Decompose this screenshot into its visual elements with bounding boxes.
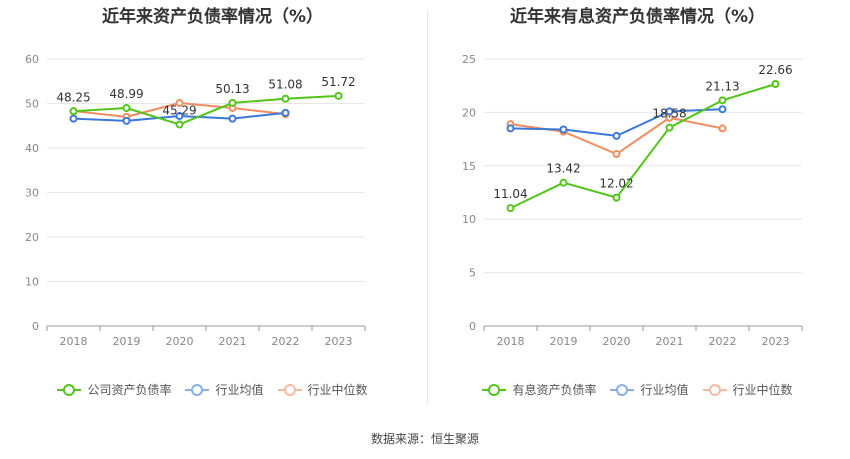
data-point — [718, 96, 727, 105]
legend-label: 行业中位数 — [307, 383, 368, 397]
legend-item[interactable]: 行业均值 — [185, 381, 264, 398]
y-tick-label: 30 — [25, 187, 39, 200]
x-tick-label: 2020 — [603, 335, 631, 348]
y-tick-label: 25 — [462, 53, 476, 66]
x-tick-label: 2020 — [166, 335, 194, 348]
x-tick-label: 2019 — [113, 335, 141, 348]
x-tick-label: 2019 — [550, 335, 578, 348]
y-tick-label: 60 — [25, 53, 39, 66]
data-point — [122, 116, 131, 125]
data-point — [69, 114, 78, 123]
data-point — [281, 94, 290, 103]
data-label: 48.25 — [56, 90, 90, 104]
legend-item[interactable]: 行业均值 — [610, 381, 689, 398]
x-tick-label: 2022 — [272, 335, 300, 348]
data-point — [506, 124, 515, 133]
data-point — [175, 99, 184, 108]
data-label: 45.29 — [162, 103, 196, 117]
data-label: 21.13 — [705, 79, 739, 93]
x-tick-label: 2023 — [762, 335, 790, 348]
data-point — [228, 114, 237, 123]
legend-label: 公司资产负债率 — [87, 383, 172, 397]
legend-swatch-icon — [57, 383, 82, 396]
data-label: 22.66 — [758, 63, 792, 77]
data-point — [175, 111, 184, 120]
x-tick-label: 2021 — [656, 335, 684, 348]
chart-title: 近年来有息资产负债率情况（%） — [509, 7, 766, 27]
legend-label: 行业中位数 — [732, 383, 793, 397]
data-point — [718, 124, 727, 133]
legend-label: 行业均值 — [215, 383, 264, 397]
data-point — [506, 204, 515, 213]
data-label: 51.08 — [268, 78, 302, 92]
legend-label: 有息资产负债率 — [512, 383, 597, 397]
data-point — [612, 193, 621, 202]
legend-swatch-icon — [277, 383, 302, 396]
panel-divider — [427, 10, 428, 405]
data-point — [718, 105, 727, 114]
data-label: 51.72 — [321, 75, 355, 89]
data-point — [665, 123, 674, 132]
legend-item[interactable]: 公司资产负债率 — [57, 381, 171, 398]
y-tick-label: 20 — [25, 231, 39, 244]
data-source-note: 数据来源：恒生聚源 — [370, 432, 479, 446]
x-tick-label: 2022 — [709, 335, 737, 348]
series-line — [510, 83, 776, 209]
data-point — [612, 150, 621, 159]
data-label: 50.13 — [215, 82, 249, 96]
data-label: 18.58 — [652, 107, 686, 121]
data-point — [771, 79, 780, 88]
x-tick-label: 2021 — [219, 335, 247, 348]
y-tick-label: 10 — [25, 276, 39, 289]
data-label: 12.02 — [599, 177, 633, 191]
y-tick-label: 15 — [462, 160, 476, 173]
legend-swatch-icon — [702, 383, 727, 396]
legend-swatch-icon — [185, 383, 210, 396]
x-tick-label: 2023 — [325, 335, 353, 348]
x-tick-label: 2018 — [60, 335, 88, 348]
x-tick-label: 2018 — [497, 335, 525, 348]
data-point — [559, 178, 568, 187]
chart-panel-debt-ratio: 近年来资产负债率情况（%） 0 10 20 30 40 50 60 2018 2019 2020 2… — [0, 0, 425, 410]
y-tick-label: 5 — [469, 267, 476, 280]
line-chart-debt-ratio: 0 10 20 30 40 50 60 2018 2019 2020 2021 2022 2023 48.… — [25, 53, 366, 348]
data-point — [334, 91, 343, 100]
legend-swatch-icon — [482, 383, 507, 396]
chart-title: 近年来资产负债率情况（%） — [101, 7, 324, 27]
data-label: 13.42 — [546, 162, 580, 176]
data-point — [281, 108, 290, 117]
y-tick-label: 50 — [25, 98, 39, 111]
data-point — [612, 131, 621, 140]
data-point — [69, 107, 78, 116]
data-point — [122, 103, 131, 112]
y-tick-label: 0 — [469, 320, 476, 333]
data-point — [559, 125, 568, 134]
legend-label: 行业均值 — [640, 383, 689, 397]
y-tick-label: 0 — [32, 320, 39, 333]
chart-legend: 有息资产负债率 行业均值 行业中位数 — [425, 381, 850, 398]
legend-item[interactable]: 行业中位数 — [277, 381, 368, 398]
legend-item[interactable]: 行业中位数 — [702, 381, 793, 398]
legend-item[interactable]: 有息资产负债率 — [482, 381, 596, 398]
data-label: 11.04 — [493, 187, 527, 201]
legend-swatch-icon — [610, 383, 635, 396]
data-label: 48.99 — [109, 87, 143, 101]
data-point — [228, 98, 237, 107]
chart-panel-interest-debt-ratio: 近年来有息资产负债率情况（%） 0 5 10 15 20 25 2018 2019 2020 20… — [425, 0, 850, 410]
y-tick-label: 40 — [25, 142, 39, 155]
data-point — [665, 107, 674, 116]
y-tick-label: 10 — [462, 213, 476, 226]
line-chart-interest-debt-ratio: 0 5 10 15 20 25 2018 2019 2020 2021 2022 2023 11.04 1… — [462, 53, 803, 348]
y-tick-label: 20 — [462, 106, 476, 119]
chart-legend: 公司资产负债率 行业均值 行业中位数 — [0, 381, 425, 398]
data-point — [175, 120, 184, 129]
series-line — [73, 94, 339, 126]
